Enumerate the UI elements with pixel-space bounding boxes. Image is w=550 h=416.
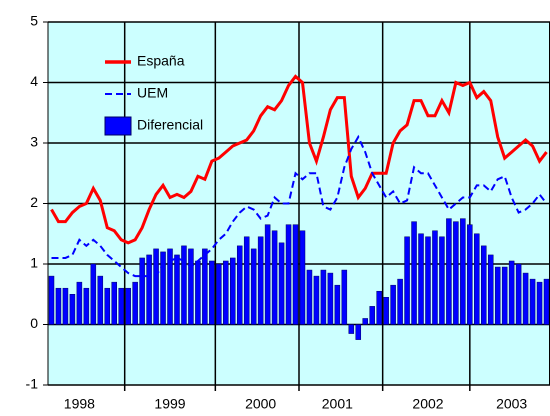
y-tick-label: 3 [30, 134, 38, 150]
x-tick-label: 2001 [322, 396, 353, 412]
bar [522, 272, 529, 325]
bar [264, 224, 271, 325]
bar [299, 230, 306, 325]
bar [250, 248, 257, 325]
y-tick-label: -1 [26, 376, 39, 392]
bar [411, 221, 417, 325]
bar [313, 275, 320, 325]
bar [285, 224, 292, 325]
x-tick-label: 2003 [496, 396, 527, 412]
bar [501, 266, 508, 325]
y-tick-label: 4 [30, 73, 38, 89]
bar [125, 287, 131, 325]
bar [97, 275, 104, 325]
bar [236, 245, 243, 325]
bar [460, 218, 466, 325]
bar [376, 290, 382, 325]
bar [181, 245, 187, 325]
bar [453, 221, 459, 325]
bar [278, 242, 285, 325]
bar [543, 278, 550, 325]
bar [418, 233, 424, 325]
bar [355, 324, 362, 340]
bar [383, 297, 389, 325]
bar [397, 278, 403, 325]
bar [390, 284, 396, 325]
bar [369, 306, 375, 325]
bar [508, 260, 515, 325]
bar [160, 251, 166, 325]
legend-label: España [137, 53, 185, 69]
line-series [50, 74, 548, 245]
bar [439, 236, 445, 325]
bar [55, 287, 62, 325]
bar [223, 260, 229, 325]
bar [76, 281, 83, 325]
bar [62, 287, 69, 325]
bar [432, 230, 438, 325]
bar [257, 236, 264, 325]
bar [174, 254, 180, 325]
bar [146, 254, 152, 325]
y-tick-label: 2 [30, 194, 38, 210]
x-tick-label: 1999 [154, 396, 185, 412]
bar [202, 248, 208, 325]
legend-label: Diferencial [137, 117, 203, 133]
bar [320, 269, 327, 325]
bar [195, 260, 201, 325]
bar [536, 281, 543, 325]
y-tick-label: 0 [30, 315, 38, 331]
bar [48, 275, 55, 325]
bar [474, 233, 480, 325]
x-tick-label: 2000 [245, 396, 276, 412]
line-series [51, 134, 548, 278]
bar [216, 263, 222, 325]
bar [209, 260, 215, 325]
bar [529, 278, 536, 325]
y-tick-label: 1 [30, 255, 38, 271]
bar [188, 248, 194, 325]
bar [467, 224, 473, 325]
y-tick-label: 5 [30, 13, 38, 29]
bar [167, 248, 173, 325]
bar [306, 269, 313, 325]
bar [118, 287, 124, 325]
bar [334, 284, 341, 325]
legend-swatch [104, 116, 132, 136]
bar [292, 224, 299, 325]
legend-label: UEM [137, 85, 168, 101]
bar [327, 272, 334, 325]
bar [362, 318, 368, 325]
bar [230, 257, 236, 325]
bar [481, 245, 487, 325]
bar [425, 236, 431, 325]
bar [104, 287, 111, 325]
bar [111, 281, 117, 325]
x-tick-label: 2002 [412, 396, 443, 412]
x-tick-label: 1998 [64, 396, 95, 412]
bar [153, 248, 159, 325]
bar [446, 218, 452, 325]
bar [341, 269, 348, 325]
bar [494, 266, 501, 325]
bar [271, 230, 278, 325]
bar [243, 236, 250, 325]
bar [132, 281, 138, 325]
bar [404, 236, 410, 325]
bar [487, 254, 494, 325]
bar [83, 287, 90, 325]
bar [139, 257, 145, 325]
bar [348, 324, 355, 334]
bar [90, 263, 97, 325]
bar [69, 294, 76, 325]
bar [515, 263, 522, 325]
